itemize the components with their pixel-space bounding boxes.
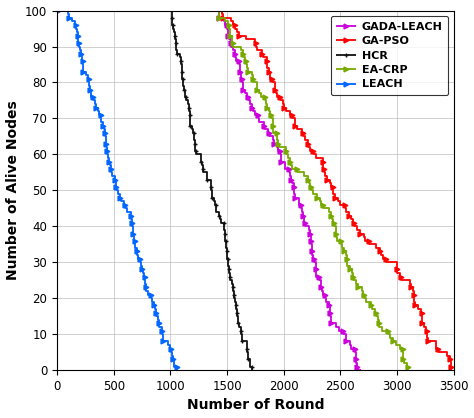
GADA-LEACH xyxy=(358,368,364,373)
GADA-LEACH xyxy=(225,26,230,31)
LEACH xyxy=(93,105,99,110)
Line: GA-PSO: GA-PSO xyxy=(55,8,454,372)
GA-PSO xyxy=(361,231,366,236)
Line: GADA-LEACH: GADA-LEACH xyxy=(55,8,363,372)
HCR xyxy=(249,368,255,373)
GA-PSO xyxy=(231,19,237,24)
LEACH xyxy=(144,281,149,286)
GA-PSO xyxy=(54,8,60,13)
LEACH xyxy=(73,19,78,24)
LEACH xyxy=(73,26,79,31)
GA-PSO xyxy=(448,368,454,373)
GADA-LEACH xyxy=(232,48,237,53)
Line: EA-CRP: EA-CRP xyxy=(55,8,411,372)
HCR xyxy=(230,281,236,286)
HCR xyxy=(186,105,192,110)
EA-CRP xyxy=(226,26,231,31)
X-axis label: Number of Round: Number of Round xyxy=(187,398,324,413)
EA-CRP xyxy=(334,231,339,236)
GADA-LEACH xyxy=(222,19,228,24)
HCR xyxy=(54,8,60,13)
GADA-LEACH xyxy=(319,281,324,286)
EA-CRP xyxy=(54,8,60,13)
EA-CRP xyxy=(406,368,411,373)
Line: HCR: HCR xyxy=(55,8,255,372)
GA-PSO xyxy=(448,368,454,373)
LEACH xyxy=(174,368,180,373)
GA-PSO xyxy=(282,105,287,110)
GA-PSO xyxy=(408,281,413,286)
Line: LEACH: LEACH xyxy=(55,8,180,372)
HCR xyxy=(223,231,228,236)
LEACH xyxy=(174,368,180,373)
GADA-LEACH xyxy=(308,231,314,236)
LEACH xyxy=(131,231,137,236)
HCR xyxy=(249,368,255,373)
HCR xyxy=(174,48,180,53)
GA-PSO xyxy=(233,26,238,31)
Legend: GADA-LEACH, GA-PSO, HCR, EA-CRP, LEACH: GADA-LEACH, GA-PSO, HCR, EA-CRP, LEACH xyxy=(330,16,448,95)
GADA-LEACH xyxy=(54,8,60,13)
GADA-LEACH xyxy=(355,368,360,373)
HCR xyxy=(170,26,175,31)
EA-CRP xyxy=(240,48,246,53)
HCR xyxy=(170,19,175,24)
LEACH xyxy=(54,8,60,13)
EA-CRP xyxy=(226,19,231,24)
EA-CRP xyxy=(406,368,411,373)
LEACH xyxy=(78,48,83,53)
EA-CRP xyxy=(264,105,270,110)
EA-CRP xyxy=(355,281,361,286)
GADA-LEACH xyxy=(249,105,255,110)
GA-PSO xyxy=(259,48,264,53)
Y-axis label: Number of Alive Nodes: Number of Alive Nodes xyxy=(6,100,19,280)
